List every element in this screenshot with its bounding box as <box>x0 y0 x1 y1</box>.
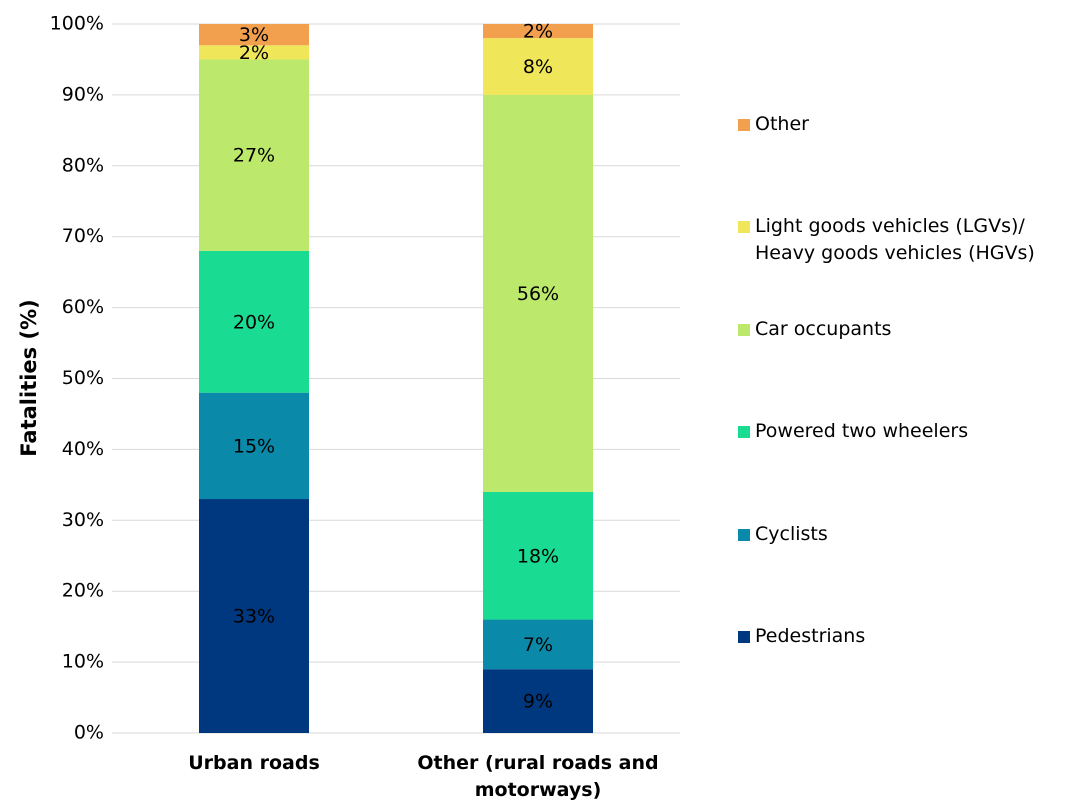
bar-segment <box>199 250 309 393</box>
x-tick-label: Urban roads <box>188 752 320 774</box>
y-tick-label: 40% <box>62 438 104 460</box>
y-tick-label: 10% <box>62 651 104 673</box>
data-label: 8% <box>523 56 553 78</box>
legend-label: Powered two wheelers <box>755 420 969 443</box>
legend-label: Light goods vehicles (LGVs)/ Heavy goods… <box>755 215 1035 265</box>
data-label: 2% <box>239 42 269 64</box>
data-label: 27% <box>233 145 275 167</box>
legend-label: Other <box>755 113 809 135</box>
bar-segment <box>199 392 309 500</box>
bar-segment <box>483 38 593 95</box>
data-label: 15% <box>233 435 275 457</box>
y-tick-label: 30% <box>62 509 104 531</box>
y-tick-label: 100% <box>50 13 104 35</box>
bar-segment <box>199 499 309 733</box>
bar-segment <box>483 491 593 620</box>
legend-swatch <box>738 323 750 336</box>
bar-segment <box>199 45 309 60</box>
legend-swatch <box>738 528 750 541</box>
x-tick-label: Other (rural roads and motorways) <box>417 752 659 801</box>
bar-segment <box>199 24 309 46</box>
data-label: 56% <box>517 283 559 305</box>
legend-swatch <box>738 426 750 439</box>
data-label: 3% <box>239 24 269 46</box>
bar-segment <box>199 59 309 251</box>
legend-swatch <box>738 631 750 643</box>
legend-label: Pedestrians <box>755 625 866 647</box>
legend-label: Car occupants <box>755 317 892 340</box>
y-tick-label: 90% <box>62 83 104 105</box>
data-label: 7% <box>523 634 553 656</box>
y-axis-title: Fatalities (%) <box>17 299 41 456</box>
y-tick-label: 50% <box>62 367 104 389</box>
data-label: 33% <box>233 606 275 628</box>
data-label: 9% <box>523 691 553 713</box>
bar-segment <box>483 94 593 492</box>
y-tick-label: 80% <box>62 154 104 176</box>
y-tick-label: 0% <box>74 722 104 744</box>
y-tick-label: 70% <box>62 225 104 247</box>
data-label: 20% <box>233 311 275 333</box>
data-label: 2% <box>523 21 553 43</box>
data-label: 18% <box>517 545 559 567</box>
legend-swatch <box>738 119 750 131</box>
bar-segment <box>483 669 593 733</box>
y-tick-label: 20% <box>62 580 104 602</box>
bar-segment <box>483 24 593 39</box>
legend-swatch <box>738 221 750 234</box>
legend-label: Cyclists <box>755 522 828 545</box>
bar-segment <box>483 619 593 670</box>
y-tick-label: 60% <box>62 296 104 318</box>
